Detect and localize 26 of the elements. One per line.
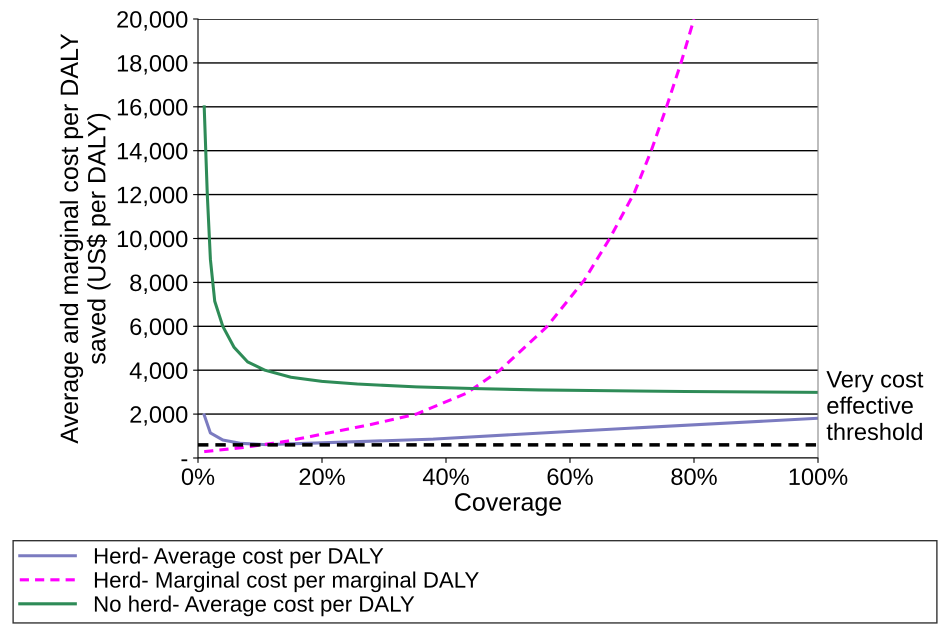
y-tick-label: 20,000 (117, 11, 188, 31)
legend-label: No herd- Average cost per DALY (94, 596, 414, 616)
y-tick-label: 8,000 (130, 274, 188, 294)
legend-label: Herd- Marginal cost per marginal DALY (94, 571, 479, 592)
line-series (202, 19, 696, 454)
y-tick-label: 10,000 (118, 230, 188, 250)
y-tick-label: 2,000 (130, 406, 188, 426)
x-tick-label: 60% (548, 468, 593, 486)
x-tick-label: 20% (300, 468, 345, 486)
y-tick-label: 6,000 (130, 318, 188, 338)
y-tick-label: 18,000 (118, 54, 188, 74)
y-tick-label: - (181, 459, 188, 462)
x-tick-label: 40% (422, 468, 469, 486)
y-tick-label: 14,000 (118, 142, 188, 162)
y-tick-label: 4,000 (130, 362, 188, 382)
y-tick-label: 12,000 (118, 186, 188, 206)
x-tick-label: 80% (671, 468, 717, 486)
line-series (202, 413, 818, 446)
x-tick-label: 100% (790, 468, 848, 486)
x-tick-label: 0% (182, 468, 214, 486)
x-axis-title: Coverage (455, 493, 562, 516)
y-axis-title: Average and marginal cost per DALY saved (US$ per DALY) (60, 34, 111, 444)
ref-line-label: Very cost effective threshold (826, 371, 924, 440)
y-tick-label: 16,000 (118, 98, 188, 118)
legend-label: Herd- Average cost per DALY (94, 547, 384, 568)
line-series (202, 105, 818, 394)
